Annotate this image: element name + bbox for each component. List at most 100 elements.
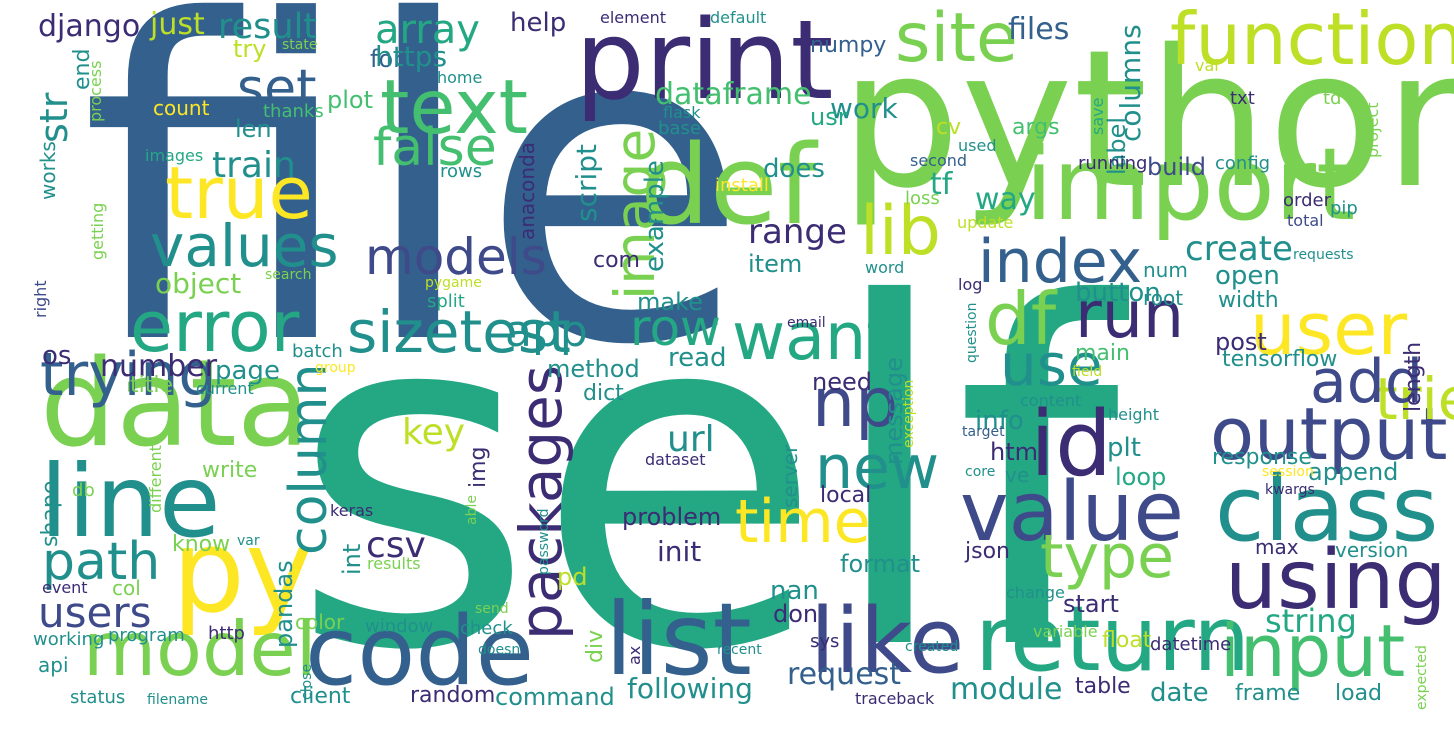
word-args: args bbox=[1012, 115, 1060, 140]
word-db: db bbox=[72, 480, 95, 501]
word-install: install bbox=[715, 175, 769, 196]
word-return: return bbox=[975, 587, 1251, 692]
word-module: module bbox=[950, 672, 1063, 707]
word-main: main bbox=[1075, 341, 1130, 366]
word-exception: exception bbox=[901, 379, 917, 448]
word-following: following bbox=[627, 672, 753, 705]
word-field: field bbox=[1072, 364, 1103, 380]
word-works: works bbox=[36, 141, 60, 200]
word-expected: expected bbox=[1414, 645, 1430, 710]
word-different: different bbox=[146, 445, 165, 513]
word-file: file bbox=[80, 0, 751, 441]
word-files: files bbox=[1008, 12, 1070, 47]
word-txt: txt bbox=[1230, 88, 1255, 109]
word-email: email bbox=[787, 315, 826, 331]
word-ax: ax bbox=[625, 645, 644, 665]
word-getting: getting bbox=[88, 202, 107, 260]
word-pygame: pygame bbox=[425, 275, 482, 291]
word-config: config bbox=[1215, 153, 1271, 174]
word-int: int bbox=[338, 543, 366, 575]
word-url: url bbox=[667, 419, 715, 460]
word-images: images bbox=[145, 146, 204, 165]
word-change: change bbox=[1006, 583, 1065, 602]
word-count: count bbox=[153, 96, 210, 120]
word-run: run bbox=[1075, 278, 1185, 353]
word-model: model bbox=[83, 605, 317, 693]
word-app: app bbox=[505, 306, 588, 357]
word-key: key bbox=[402, 412, 466, 453]
word-search: search bbox=[265, 267, 312, 283]
word-user: user bbox=[1250, 287, 1408, 371]
word-use: use bbox=[1000, 331, 1103, 399]
word-array: array bbox=[375, 7, 480, 53]
word-variable: variable bbox=[1033, 622, 1098, 641]
word-target: target bbox=[962, 424, 1005, 440]
word-td: td bbox=[1323, 88, 1342, 109]
word-train: train bbox=[212, 145, 296, 186]
word-path: path bbox=[42, 532, 161, 592]
word-models: models bbox=[365, 228, 547, 286]
word-need: need bbox=[812, 368, 872, 396]
word-packages: packages bbox=[507, 364, 575, 640]
word-number: number bbox=[100, 349, 218, 384]
word-default: default bbox=[710, 8, 767, 27]
word-title: title bbox=[130, 373, 174, 398]
word-home: home bbox=[437, 68, 483, 87]
word-pd: pd bbox=[557, 563, 588, 591]
word-random: random bbox=[410, 683, 496, 708]
word-traceback: traceback bbox=[855, 689, 935, 708]
word-check: check bbox=[460, 618, 513, 639]
word-http: http bbox=[208, 623, 245, 644]
word-time: time bbox=[735, 487, 871, 557]
word-id: id bbox=[1030, 392, 1113, 497]
word-post: post bbox=[1215, 328, 1267, 356]
word-users: users bbox=[38, 588, 152, 637]
word-code: code bbox=[305, 597, 535, 707]
word-local: local bbox=[820, 483, 872, 508]
word-numpy: numpy bbox=[810, 33, 887, 58]
word-send: send bbox=[475, 601, 509, 617]
word-row: row bbox=[630, 299, 721, 357]
word-help: help bbox=[510, 8, 567, 38]
word-loop: loop bbox=[1115, 463, 1167, 491]
word-class: class bbox=[1215, 457, 1439, 562]
word-output: output bbox=[1210, 392, 1448, 476]
word-list: list bbox=[605, 581, 752, 698]
word-load: load bbox=[1335, 681, 1383, 706]
word-method: method bbox=[547, 355, 640, 383]
word-plt: plt bbox=[1107, 433, 1141, 463]
word-json: json bbox=[965, 539, 1010, 564]
word-keras: keras bbox=[330, 501, 374, 520]
word-example: example bbox=[640, 160, 670, 272]
word-dataset: dataset bbox=[645, 450, 706, 469]
word-tf: tf bbox=[930, 167, 953, 202]
word-cv: cv bbox=[936, 115, 962, 140]
word-https: https bbox=[375, 40, 448, 73]
word-anaconda: anaconda bbox=[515, 141, 539, 240]
word-event: event bbox=[42, 578, 88, 597]
word-version: version bbox=[1335, 538, 1409, 562]
word-nan: nan bbox=[770, 576, 819, 606]
word-str: str bbox=[32, 92, 76, 143]
word-requests: requests bbox=[1293, 247, 1354, 263]
word-right: right bbox=[31, 280, 50, 318]
word-dict: dict bbox=[583, 381, 624, 406]
word-group: group bbox=[315, 360, 356, 376]
word-button: button bbox=[1075, 278, 1161, 308]
word-column: column bbox=[279, 363, 339, 555]
word-def: def bbox=[640, 121, 817, 249]
word-val: val bbox=[1195, 56, 1219, 75]
word-request: request bbox=[787, 657, 902, 692]
word-shape: shape bbox=[38, 480, 63, 547]
word-process: process bbox=[86, 60, 105, 122]
word-data: data bbox=[40, 335, 311, 474]
word-object: object bbox=[155, 267, 242, 300]
word-state: state bbox=[282, 37, 318, 53]
word-py: py bbox=[172, 505, 314, 639]
word-create: create bbox=[1185, 229, 1293, 269]
word-kwargs: kwargs bbox=[1265, 482, 1315, 498]
word-tensorflow: tensorflow bbox=[1222, 347, 1338, 372]
word-format: format bbox=[840, 550, 921, 578]
word-import: import bbox=[1025, 126, 1356, 243]
word-plot: plot bbox=[327, 86, 373, 114]
